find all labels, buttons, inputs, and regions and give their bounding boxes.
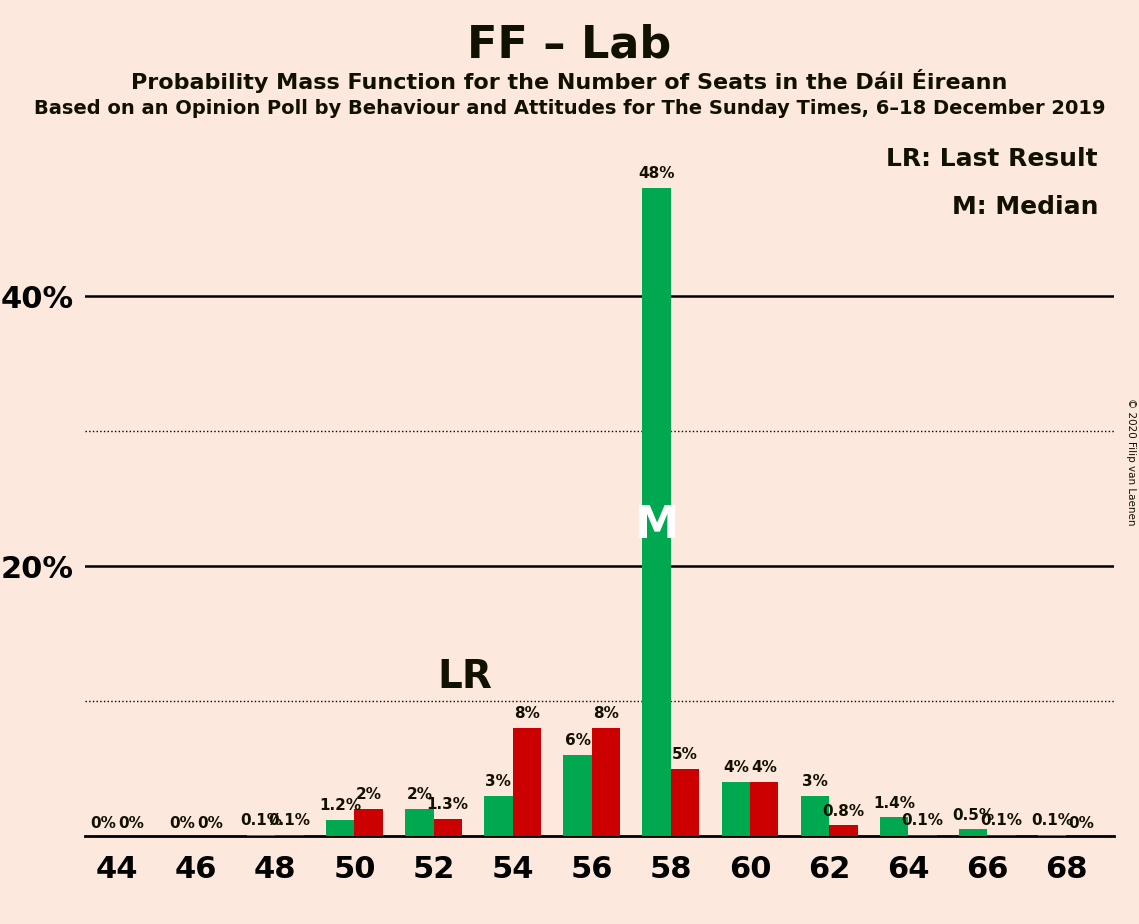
Bar bbox=[564, 755, 592, 836]
Text: 0.1%: 0.1% bbox=[901, 813, 943, 828]
Text: 0.1%: 0.1% bbox=[269, 813, 311, 828]
Bar bbox=[592, 728, 621, 836]
Bar bbox=[276, 835, 304, 836]
Text: 3%: 3% bbox=[485, 774, 511, 789]
Text: 0.1%: 0.1% bbox=[981, 813, 1023, 828]
Bar bbox=[247, 835, 276, 836]
Bar bbox=[1038, 835, 1066, 836]
Bar bbox=[405, 809, 434, 836]
Text: 3%: 3% bbox=[802, 774, 828, 789]
Text: 8%: 8% bbox=[593, 707, 618, 722]
Bar bbox=[434, 819, 462, 836]
Text: 1.4%: 1.4% bbox=[872, 796, 915, 810]
Text: 0%: 0% bbox=[169, 817, 195, 832]
Text: 0%: 0% bbox=[90, 817, 116, 832]
Text: LR: Last Result: LR: Last Result bbox=[886, 148, 1098, 172]
Text: Based on an Opinion Poll by Behaviour and Attitudes for The Sunday Times, 6–18 D: Based on an Opinion Poll by Behaviour an… bbox=[34, 99, 1105, 118]
Bar bbox=[829, 825, 858, 836]
Bar bbox=[484, 796, 513, 836]
Text: M: M bbox=[634, 505, 679, 547]
Text: M: Median: M: Median bbox=[951, 195, 1098, 219]
Text: 4%: 4% bbox=[723, 760, 748, 775]
Bar bbox=[908, 835, 936, 836]
Bar bbox=[326, 820, 354, 836]
Text: 0.1%: 0.1% bbox=[240, 813, 282, 828]
Text: FF – Lab: FF – Lab bbox=[467, 23, 672, 67]
Text: 0%: 0% bbox=[118, 817, 145, 832]
Text: 2%: 2% bbox=[355, 787, 382, 802]
Text: 2%: 2% bbox=[407, 787, 433, 802]
Text: © 2020 Filip van Laenen: © 2020 Filip van Laenen bbox=[1126, 398, 1136, 526]
Bar bbox=[988, 835, 1016, 836]
Bar bbox=[721, 783, 749, 836]
Text: 8%: 8% bbox=[514, 707, 540, 722]
Text: 0%: 0% bbox=[197, 817, 223, 832]
Bar bbox=[354, 809, 383, 836]
Bar bbox=[959, 830, 988, 836]
Text: 6%: 6% bbox=[565, 734, 590, 748]
Text: 0.1%: 0.1% bbox=[1031, 813, 1073, 828]
Text: 0.5%: 0.5% bbox=[952, 808, 994, 822]
Bar bbox=[879, 818, 908, 836]
Text: 4%: 4% bbox=[752, 760, 777, 775]
Text: Probability Mass Function for the Number of Seats in the Dáil Éireann: Probability Mass Function for the Number… bbox=[131, 69, 1008, 93]
Text: 5%: 5% bbox=[672, 747, 698, 762]
Text: 0.8%: 0.8% bbox=[822, 804, 865, 819]
Text: 1.3%: 1.3% bbox=[427, 796, 469, 812]
Text: 1.2%: 1.2% bbox=[319, 798, 361, 813]
Text: LR: LR bbox=[437, 658, 493, 696]
Bar bbox=[513, 728, 541, 836]
Text: 0%: 0% bbox=[1067, 817, 1093, 832]
Bar bbox=[671, 769, 699, 836]
Bar bbox=[642, 188, 671, 836]
Text: 48%: 48% bbox=[638, 166, 675, 181]
Bar bbox=[749, 783, 778, 836]
Bar bbox=[801, 796, 829, 836]
